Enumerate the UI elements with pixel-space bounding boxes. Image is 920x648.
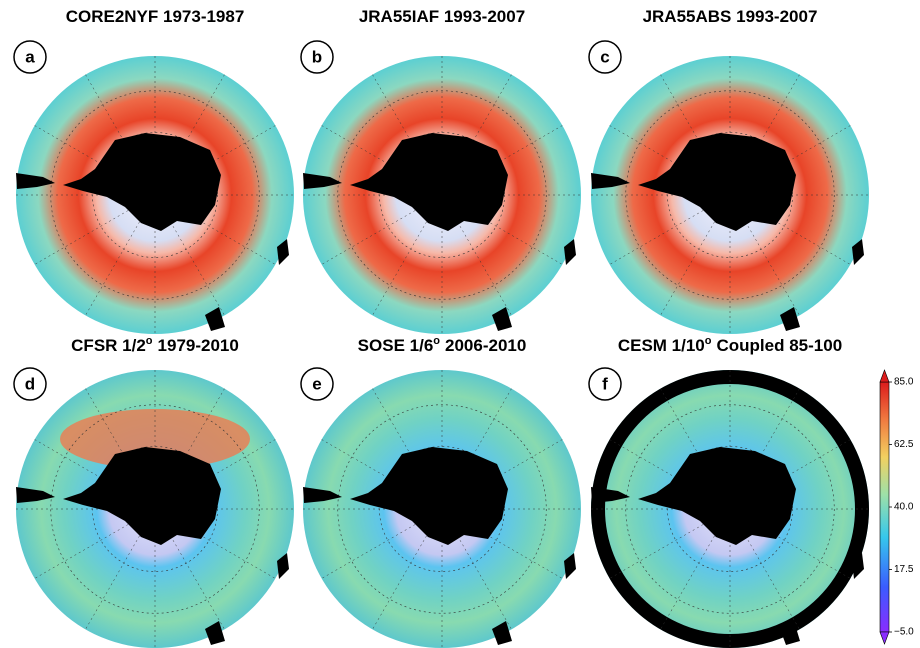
map-panel [16,56,294,334]
colorbar-tick-label: 17.5 [894,564,914,575]
colorbar [880,382,889,632]
panel-label: f [602,375,608,394]
title-text: CESM 1/10 [618,336,705,355]
title-text: JRA55IAF 1993-2007 [359,7,525,26]
map-panel [303,370,581,648]
colorbar-extend-max [880,370,889,382]
panel-title: CORE2NYF 1973-1987 [66,7,245,26]
colorbar-tick-label: 62.5 [894,439,914,450]
title-text: SOSE 1/6 [358,336,434,355]
title-superscript: o [146,335,153,347]
map-panel [303,56,581,334]
title-text: CFSR 1/2 [71,336,146,355]
map-panel [16,370,294,648]
title-text: CORE2NYF 1973-1987 [66,7,245,26]
panel-label: e [312,375,321,394]
title-text-end: Coupled 85-100 [717,336,843,355]
title-superscript: o [433,335,440,347]
panel-title: JRA55ABS 1993-2007 [643,7,818,26]
panel-label: a [25,48,35,67]
colorbar-tick-label: 40.0 [894,502,914,513]
panel-title: SOSE 1/6o 2006-2010 [358,335,527,356]
colorbar-tick-label: −5.0 [894,627,914,638]
title-text-end: 2006-2010 [445,336,526,355]
figure: CORE2NYF 1973-1987 a JRA55IAF 1993-2007 b JR… [0,0,920,648]
panel-label: d [25,375,35,394]
panel-title: CESM 1/10o Coupled 85-100 [618,335,842,356]
title-text-end: 1979-2010 [158,336,239,355]
panel-label: c [600,48,609,67]
panel-title: JRA55IAF 1993-2007 [359,7,525,26]
page: {"panels": [ {"label": "a", "title": "CO… [0,0,920,648]
title-superscript: o [705,335,712,347]
panel-title: CFSR 1/2o 1979-2010 [71,335,239,356]
map-panel [591,56,869,334]
title-text: JRA55ABS 1993-2007 [643,7,818,26]
map-panel [591,370,869,648]
panel-label: b [312,48,322,67]
colorbar-tick-label: 85.0 [894,377,914,388]
colorbar-extend-min [880,632,889,644]
